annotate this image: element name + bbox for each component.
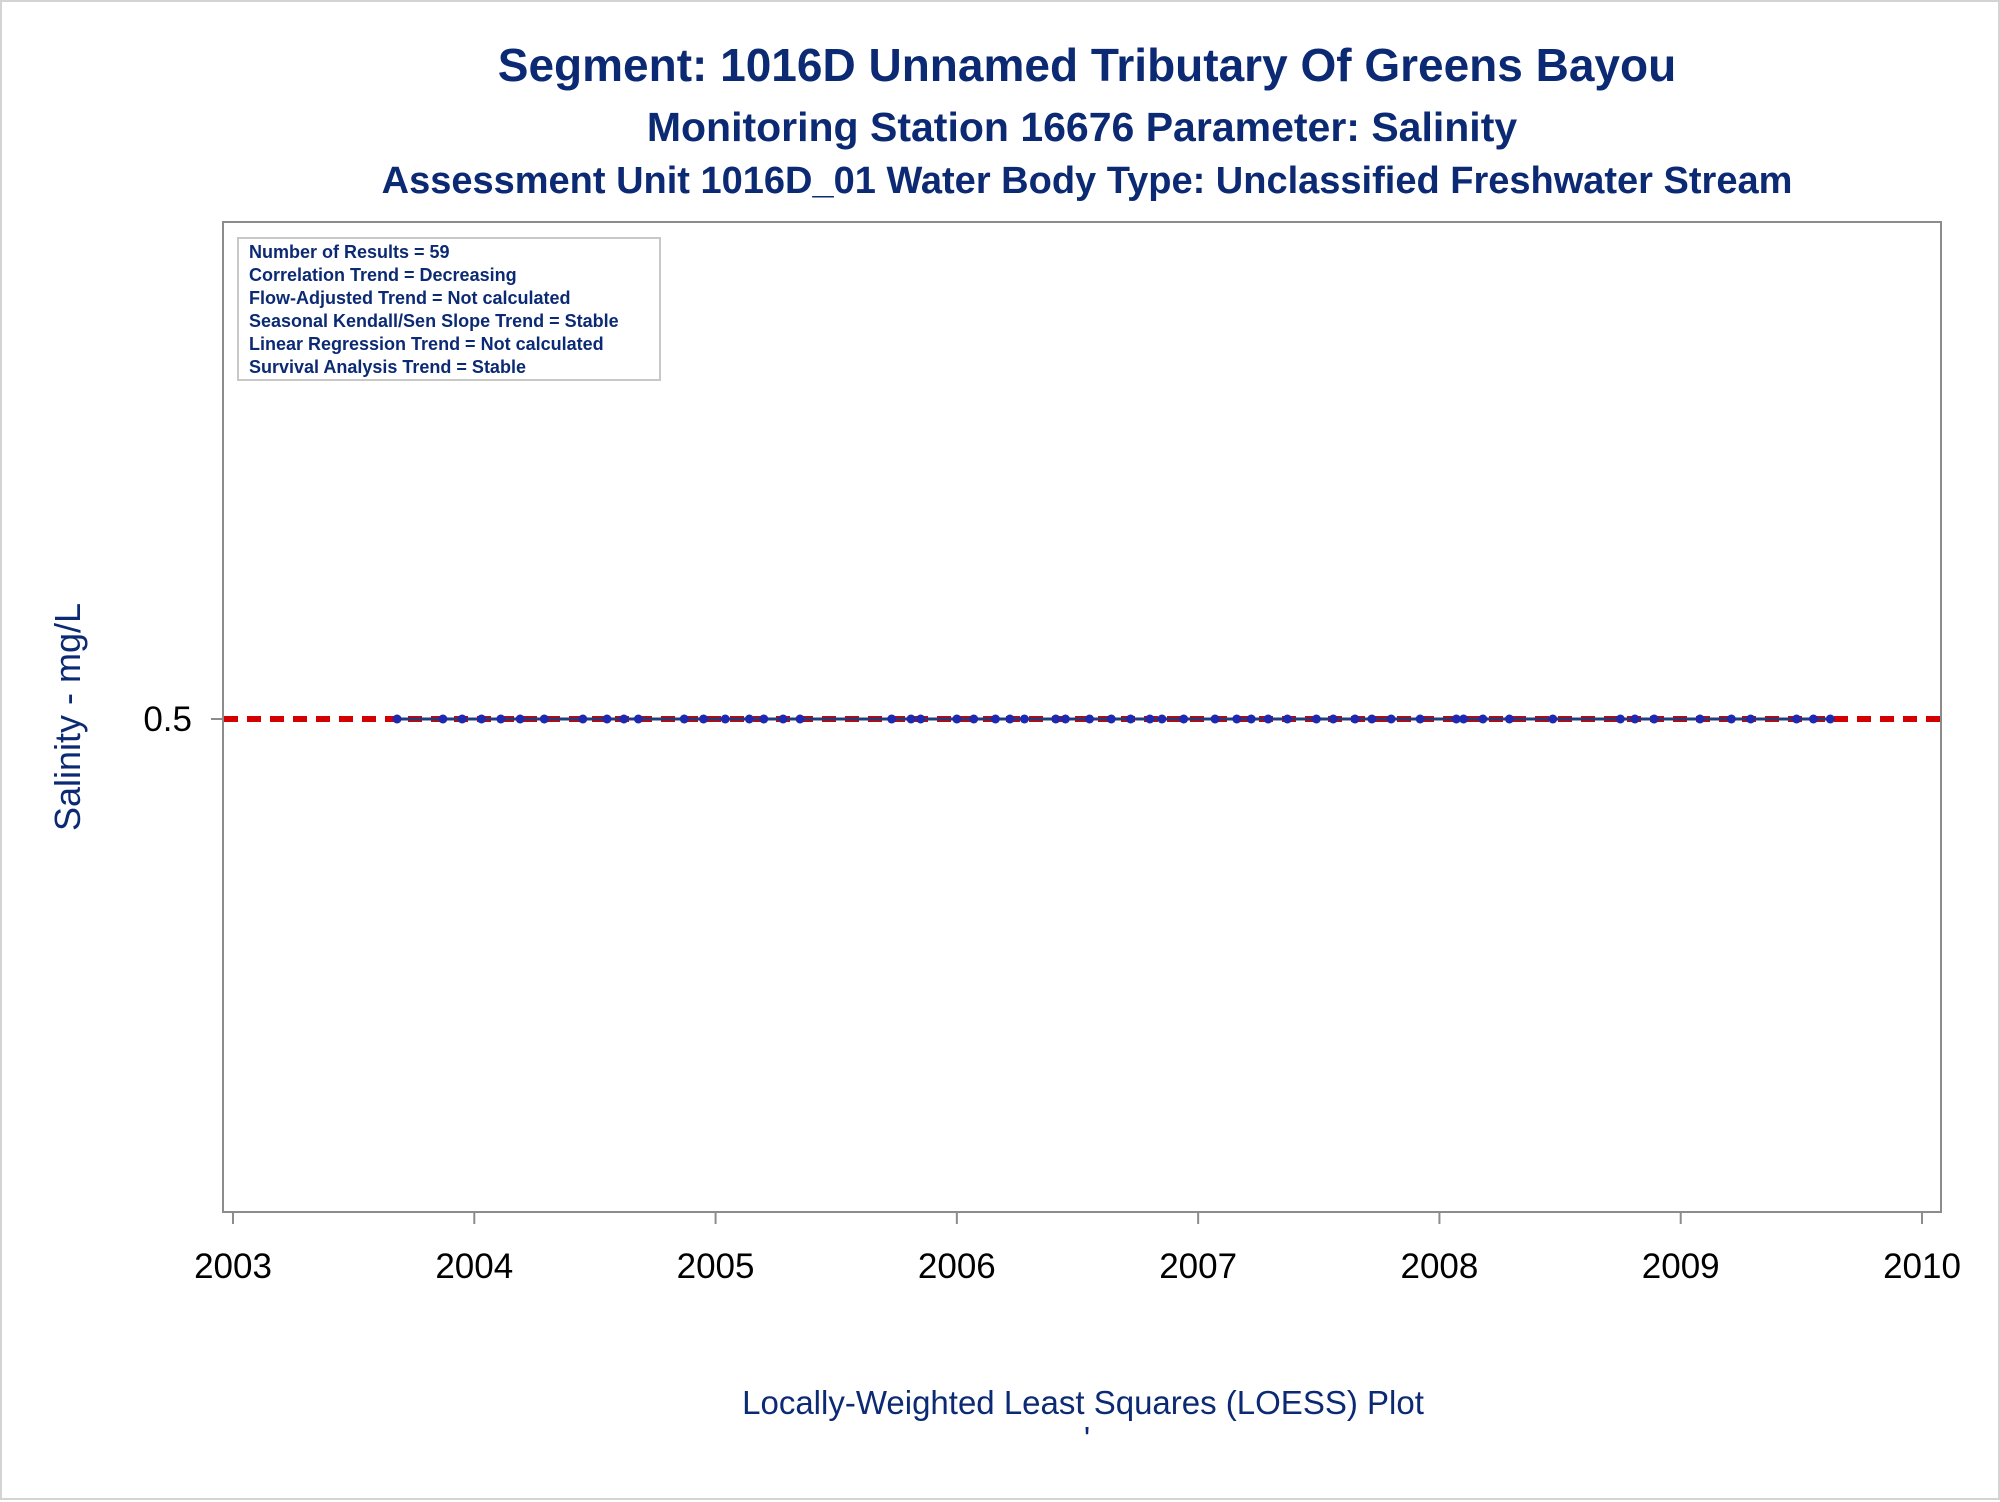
data-point xyxy=(619,714,629,724)
caption-mark: ' xyxy=(1084,1420,1090,1457)
data-point xyxy=(1060,714,1070,724)
data-point xyxy=(1478,714,1488,724)
y-tick-label: 0.5 xyxy=(143,700,192,739)
data-point xyxy=(1145,714,1155,724)
data-point xyxy=(1504,714,1514,724)
data-point xyxy=(759,714,769,724)
x-tick-label: 2009 xyxy=(1642,1247,1720,1286)
data-point xyxy=(1263,714,1273,724)
data-point xyxy=(952,714,962,724)
data-point xyxy=(1106,714,1116,724)
x-tick-label: 2003 xyxy=(194,1247,272,1286)
data-point xyxy=(578,714,588,724)
data-point xyxy=(744,714,754,724)
data-point xyxy=(1282,714,1292,724)
data-point xyxy=(496,714,506,724)
data-point xyxy=(1367,714,1377,724)
x-tick-label: 2010 xyxy=(1883,1247,1961,1286)
data-point xyxy=(990,714,1000,724)
data-point xyxy=(1459,714,1469,724)
data-point xyxy=(1386,714,1396,724)
data-point xyxy=(1085,714,1095,724)
data-point xyxy=(795,714,805,724)
x-tick-label: 2008 xyxy=(1400,1247,1478,1286)
data-point xyxy=(1311,714,1321,724)
data-point xyxy=(633,714,643,724)
x-tick-label: 2005 xyxy=(677,1247,755,1286)
stats-box: Number of Results = 59 Correlation Trend… xyxy=(237,237,661,381)
data-point xyxy=(969,714,979,724)
data-points xyxy=(392,714,1835,724)
stat-linear-regression-trend: Linear Regression Trend = Not calculated xyxy=(249,334,604,354)
data-point xyxy=(1649,714,1659,724)
stats-box-border xyxy=(237,237,661,381)
data-point xyxy=(438,714,448,724)
data-point xyxy=(392,714,402,724)
data-point xyxy=(1350,714,1360,724)
chart-subtitle: Monitoring Station 16676 Parameter: Sali… xyxy=(647,104,1518,150)
data-point xyxy=(1019,714,1029,724)
data-point xyxy=(1005,714,1015,724)
data-point xyxy=(539,714,549,724)
data-point xyxy=(1695,714,1705,724)
data-point xyxy=(1630,714,1640,724)
data-point xyxy=(1210,714,1220,724)
data-point xyxy=(1792,714,1802,724)
y-axis-ticks: 0.5 xyxy=(143,700,223,739)
data-point xyxy=(1179,714,1189,724)
data-point xyxy=(1746,714,1756,724)
data-point xyxy=(602,714,612,724)
chart-subtitle-2: Assessment Unit 1016D_01 Water Body Type… xyxy=(382,160,1793,202)
data-point xyxy=(906,714,916,724)
data-point xyxy=(457,714,467,724)
data-point xyxy=(1232,714,1242,724)
stat-seasonal-kendall-trend: Seasonal Kendall/Sen Slope Trend = Stabl… xyxy=(249,311,619,331)
data-point xyxy=(1615,714,1625,724)
data-point xyxy=(1051,714,1061,724)
data-point xyxy=(1726,714,1736,724)
data-point xyxy=(1548,714,1558,724)
data-point xyxy=(720,714,730,724)
chart-title: Segment: 1016D Unnamed Tributary Of Gree… xyxy=(498,39,1676,91)
data-point xyxy=(778,714,788,724)
x-axis-ticks: 2003 2004 2005 2006 2007 2008 2009 2010 xyxy=(194,1212,1961,1286)
data-point xyxy=(679,714,689,724)
data-point xyxy=(1825,714,1835,724)
x-tick-label: 2004 xyxy=(435,1247,513,1286)
data-point xyxy=(916,714,926,724)
data-point xyxy=(515,714,525,724)
stat-survival-analysis-trend: Survival Analysis Trend = Stable xyxy=(249,357,526,377)
data-point xyxy=(1126,714,1136,724)
y-axis-label: Salinity - mg/L xyxy=(47,603,88,831)
stat-number-of-results: Number of Results = 59 xyxy=(249,242,450,262)
data-point xyxy=(1157,714,1167,724)
x-tick-label: 2007 xyxy=(1159,1247,1237,1286)
stat-correlation-trend: Correlation Trend = Decreasing xyxy=(249,265,517,285)
data-point xyxy=(1328,714,1338,724)
data-point xyxy=(477,714,487,724)
stat-flow-adjusted-trend: Flow-Adjusted Trend = Not calculated xyxy=(249,288,571,308)
plot-caption: Locally-Weighted Least Squares (LOESS) P… xyxy=(742,1384,1424,1421)
data-point xyxy=(1246,714,1256,724)
x-tick-label: 2006 xyxy=(918,1247,996,1286)
data-point xyxy=(1808,714,1818,724)
data-point xyxy=(1451,714,1461,724)
data-point xyxy=(887,714,897,724)
data-point xyxy=(699,714,709,724)
data-point xyxy=(1415,714,1425,724)
